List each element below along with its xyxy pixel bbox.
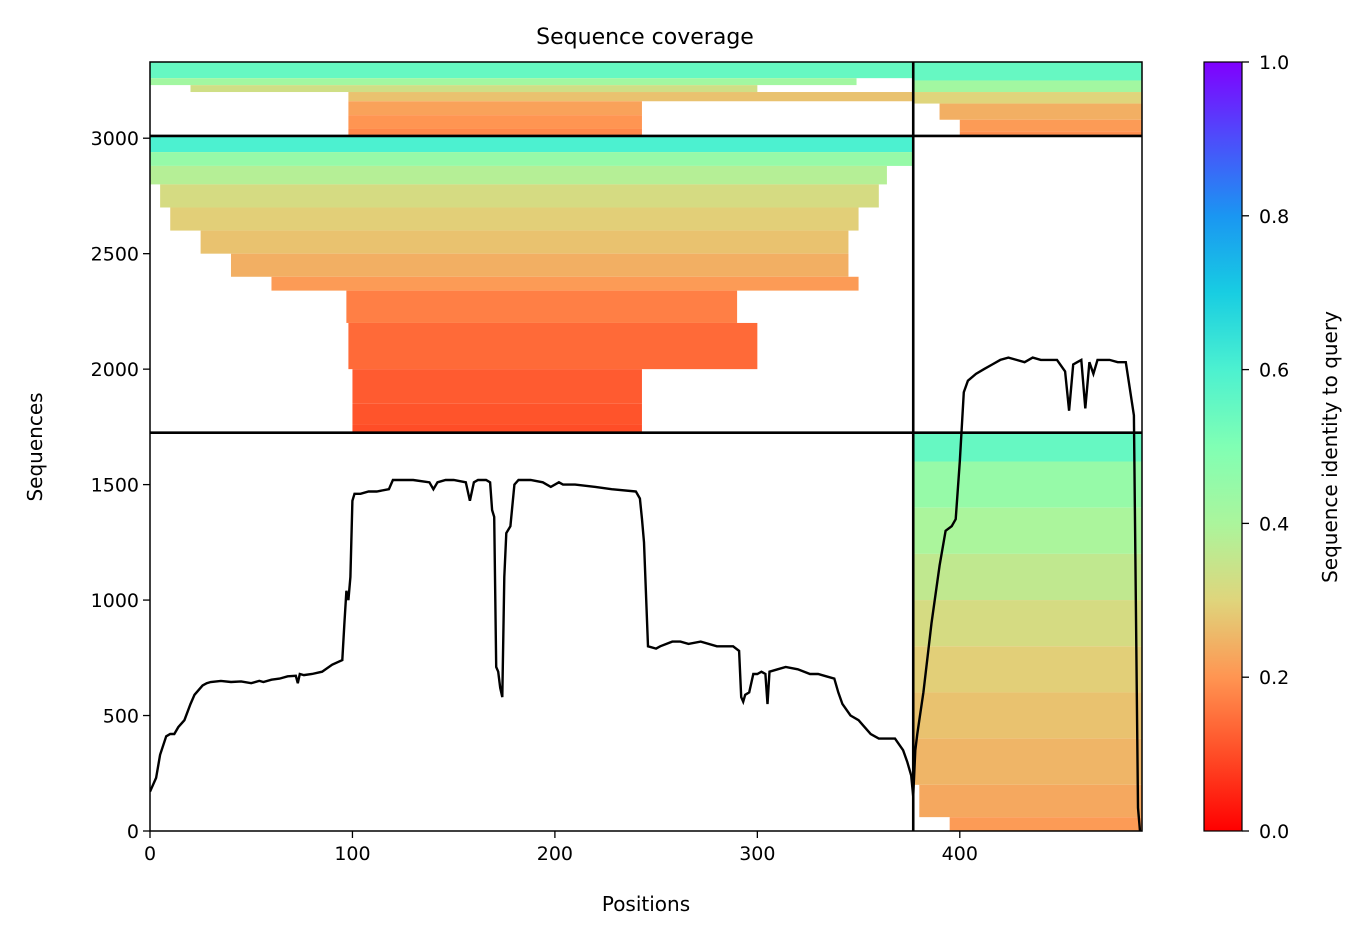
coverage-band [913,553,1142,601]
coverage-band [913,600,1142,647]
colorbar-tick-label: 0.2 [1259,667,1289,689]
coverage-band [352,369,642,404]
x-axis-label: Positions [602,892,690,916]
coverage-band [160,184,879,208]
y-tick-label: 0 [127,821,139,843]
coverage-band [913,92,1142,104]
y-tick-label: 500 [103,706,139,728]
coverage-band [348,115,642,129]
coverage-band [348,92,914,102]
y-tick-label: 2500 [91,244,139,266]
coverage-band [348,322,758,370]
coverage-band [352,424,642,433]
colorbar-tick-label: 0.8 [1259,206,1289,228]
colorbar-tick-label: 0.0 [1259,821,1289,843]
coverage-band [913,432,1142,462]
coverage-band [913,692,1142,739]
coverage-band [913,507,1142,554]
coverage-band [939,103,1142,120]
x-tick-label: 300 [739,843,775,865]
coverage-band [150,78,857,86]
coverage-band [959,131,1142,136]
y-tick-label: 1000 [91,590,139,612]
block-d [913,432,1142,831]
coverage-band [352,403,642,425]
coverage-band [919,784,1142,818]
plot-frame [149,61,1143,832]
colorbar [1203,61,1243,832]
y-axis-label: Sequences [23,392,47,501]
colorbar-tick-label: 1.0 [1259,52,1289,74]
coverage-line [150,356,1142,831]
block-c [913,62,1142,136]
block-a [150,62,914,136]
coverage-band [170,207,859,231]
coverage-band [913,80,1142,93]
coverage-band [230,253,849,277]
coverage-band [913,646,1142,693]
x-tick-label: 0 [144,843,156,865]
y-tick-label: 1500 [91,475,139,497]
x-axis-ticks: 0 100 200 300 400 [144,831,978,865]
coverage-band [348,128,642,136]
coverage-band [913,62,1142,81]
coverage-band [150,62,914,79]
block-dividers [150,62,1142,831]
colorbar-label: Sequence identity to query [1318,311,1342,583]
msa-heatmap [150,62,1142,831]
coverage-band [150,152,914,166]
coverage-band [959,119,1142,132]
coverage-band [949,817,1142,831]
block-b [150,135,914,433]
coverage-band [913,461,1142,508]
coverage-band [150,165,887,185]
colorbar-ticks: 0.0 0.2 0.4 0.6 0.8 1.0 [1242,52,1289,843]
coverage-band [150,135,914,153]
coverage-band [190,85,758,93]
x-tick-label: 400 [942,843,978,865]
colorbar-tick-label: 0.6 [1259,360,1289,382]
coverage-band [346,290,738,323]
coverage-band [913,738,1142,785]
y-tick-label: 2000 [91,359,139,381]
coverage-band [271,276,859,291]
colorbar-tick-label: 0.4 [1259,513,1289,535]
x-tick-label: 200 [537,843,573,865]
y-tick-label: 3000 [91,128,139,150]
x-tick-label: 100 [334,843,370,865]
chart-title: Sequence coverage [536,25,754,50]
coverage-band [200,230,849,254]
coverage-band [348,101,642,116]
y-axis-ticks: 0 500 1000 1500 2000 2500 3000 [91,128,150,843]
